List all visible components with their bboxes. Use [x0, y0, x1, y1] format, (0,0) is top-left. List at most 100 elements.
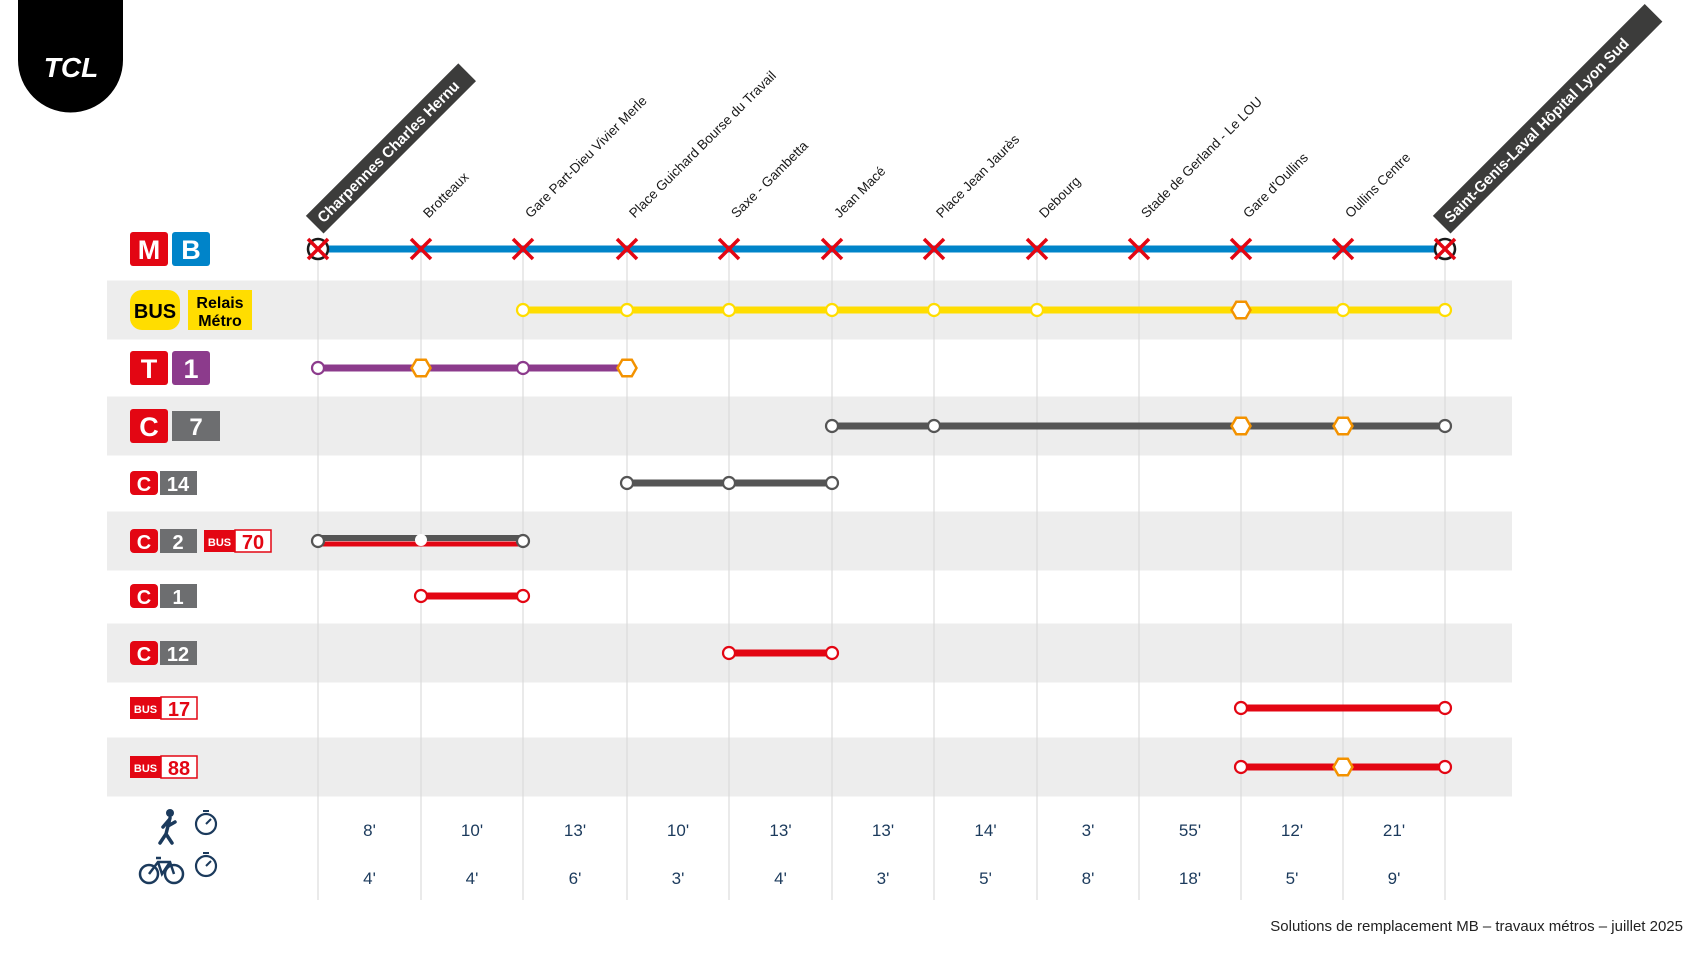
station-name: Oullins Centre: [1342, 150, 1413, 221]
line-row-t1: [310, 358, 638, 378]
bus-number: 17: [168, 699, 190, 721]
cross-stroke: [1331, 237, 1355, 261]
interchange-hexagon: [1230, 300, 1252, 320]
line-badge: [130, 529, 158, 553]
line-row-bus-rm: [515, 300, 1453, 320]
closed-station-marker: [717, 237, 741, 261]
head: [166, 809, 174, 817]
line-badge: [130, 409, 168, 443]
cross-stroke: [409, 237, 433, 261]
station-name: Gare d'Oullins: [1240, 150, 1311, 221]
bike-time: 8': [1082, 869, 1095, 888]
walk-time: 55': [1179, 821, 1201, 840]
frame: [148, 856, 176, 877]
line-row-c14: [619, 475, 840, 491]
closed-station-marker: [306, 237, 330, 261]
station-label: Place Jean Jaurès: [933, 131, 1022, 220]
wheel: [138, 863, 160, 885]
badge-text: 1: [183, 354, 198, 384]
bike-time: 5': [979, 869, 992, 888]
station-name: Saint-Genis-Laval Hôpital Lyon Sud: [1441, 35, 1632, 226]
closed-station-marker: [1433, 237, 1457, 261]
pedestrian-icon: [158, 809, 177, 845]
travel-times: 8' 10' 13' 10' 13' 13' 14' 3' 55' 12' 21' 4' 4' 6' 3' 4…: [138, 809, 1405, 888]
line-badge: [160, 584, 197, 608]
walk-time: 13': [564, 821, 586, 840]
body: [158, 816, 177, 845]
bike-time: 18': [1179, 869, 1201, 888]
stop-circle: [1029, 302, 1045, 318]
station-name: Jean Macé: [831, 163, 888, 220]
bike-time: 9': [1388, 869, 1401, 888]
wheel: [163, 863, 185, 885]
walk-time: 14': [974, 821, 996, 840]
closed-station-marker: [922, 237, 946, 261]
bus-number: 88: [168, 758, 190, 780]
badge-text: C: [139, 412, 159, 442]
logo-shape: [18, 0, 123, 113]
stop-circle: [413, 588, 429, 604]
line-badge: [130, 351, 168, 385]
badge-text: Métro: [198, 313, 242, 330]
closed-station-marker: [1127, 237, 1151, 261]
line-row-c7: [824, 416, 1453, 436]
badge-text: 1: [172, 587, 183, 609]
dial: [194, 854, 218, 878]
bus-badge: [130, 697, 161, 719]
walk-time: 10': [461, 821, 483, 840]
station-name: Brotteaux: [420, 169, 472, 221]
stop-circle: [310, 533, 326, 549]
badge-group-bus88: BUS 88: [130, 755, 198, 780]
footer-caption: Solutions de remplacement MB – travaux m…: [1270, 918, 1683, 935]
walk-time: 21': [1383, 821, 1405, 840]
badge-text: 14: [167, 474, 190, 496]
closed-station-marker: [615, 237, 639, 261]
station-label: Jean Macé: [831, 163, 888, 220]
interchange-hexagon: [1332, 416, 1354, 436]
badge-text: C: [137, 532, 151, 554]
line-badge: [160, 471, 197, 495]
badge-text: BUS: [134, 763, 157, 775]
line-badge: [130, 290, 180, 330]
walk-time: 3': [1082, 821, 1095, 840]
interchange-hexagon: [410, 358, 432, 378]
bus-number-box: [160, 696, 198, 720]
stop-circle: [619, 302, 635, 318]
stop-circle: [1233, 700, 1249, 716]
stop-circle: [310, 360, 326, 376]
closed-station-marker: [820, 237, 844, 261]
stop-circle: [721, 645, 737, 661]
station-label: Stade de Gerland - Le LOU: [1138, 94, 1265, 221]
walk-time: 13': [872, 821, 894, 840]
cross-stroke: [1229, 237, 1253, 261]
badge-group-c2-bus70: C 2 BUS 70: [130, 529, 272, 554]
bike-time: 4': [466, 869, 479, 888]
closed-station-marker: [1025, 237, 1049, 261]
badge-group-bus17: BUS 17: [130, 696, 198, 721]
line-row-c12: [721, 645, 840, 661]
badge-text: C: [137, 587, 151, 609]
hand: [205, 860, 212, 867]
closed-station-marker: [511, 237, 535, 261]
stopwatch-icon: [194, 810, 218, 836]
line-badge: [172, 411, 220, 441]
cross-stroke: [1025, 237, 1049, 261]
station-name: Stade de Gerland - Le LOU: [1138, 94, 1265, 221]
cross-stroke: [615, 237, 639, 261]
stop-circle: [1437, 302, 1453, 318]
walk-time: 10': [667, 821, 689, 840]
stop-circle: [515, 302, 531, 318]
badge-text: BUS: [208, 537, 231, 549]
walk-time: 13': [769, 821, 791, 840]
stop-circle: [824, 418, 840, 434]
station-label: Charpennes Charles Hernu: [305, 63, 476, 234]
line-badge: [172, 232, 210, 266]
line-row-c2-bus70: [310, 533, 531, 549]
line-badge: [130, 232, 168, 266]
station-name: Debourg: [1036, 174, 1083, 221]
bus-number-box: [160, 755, 198, 779]
